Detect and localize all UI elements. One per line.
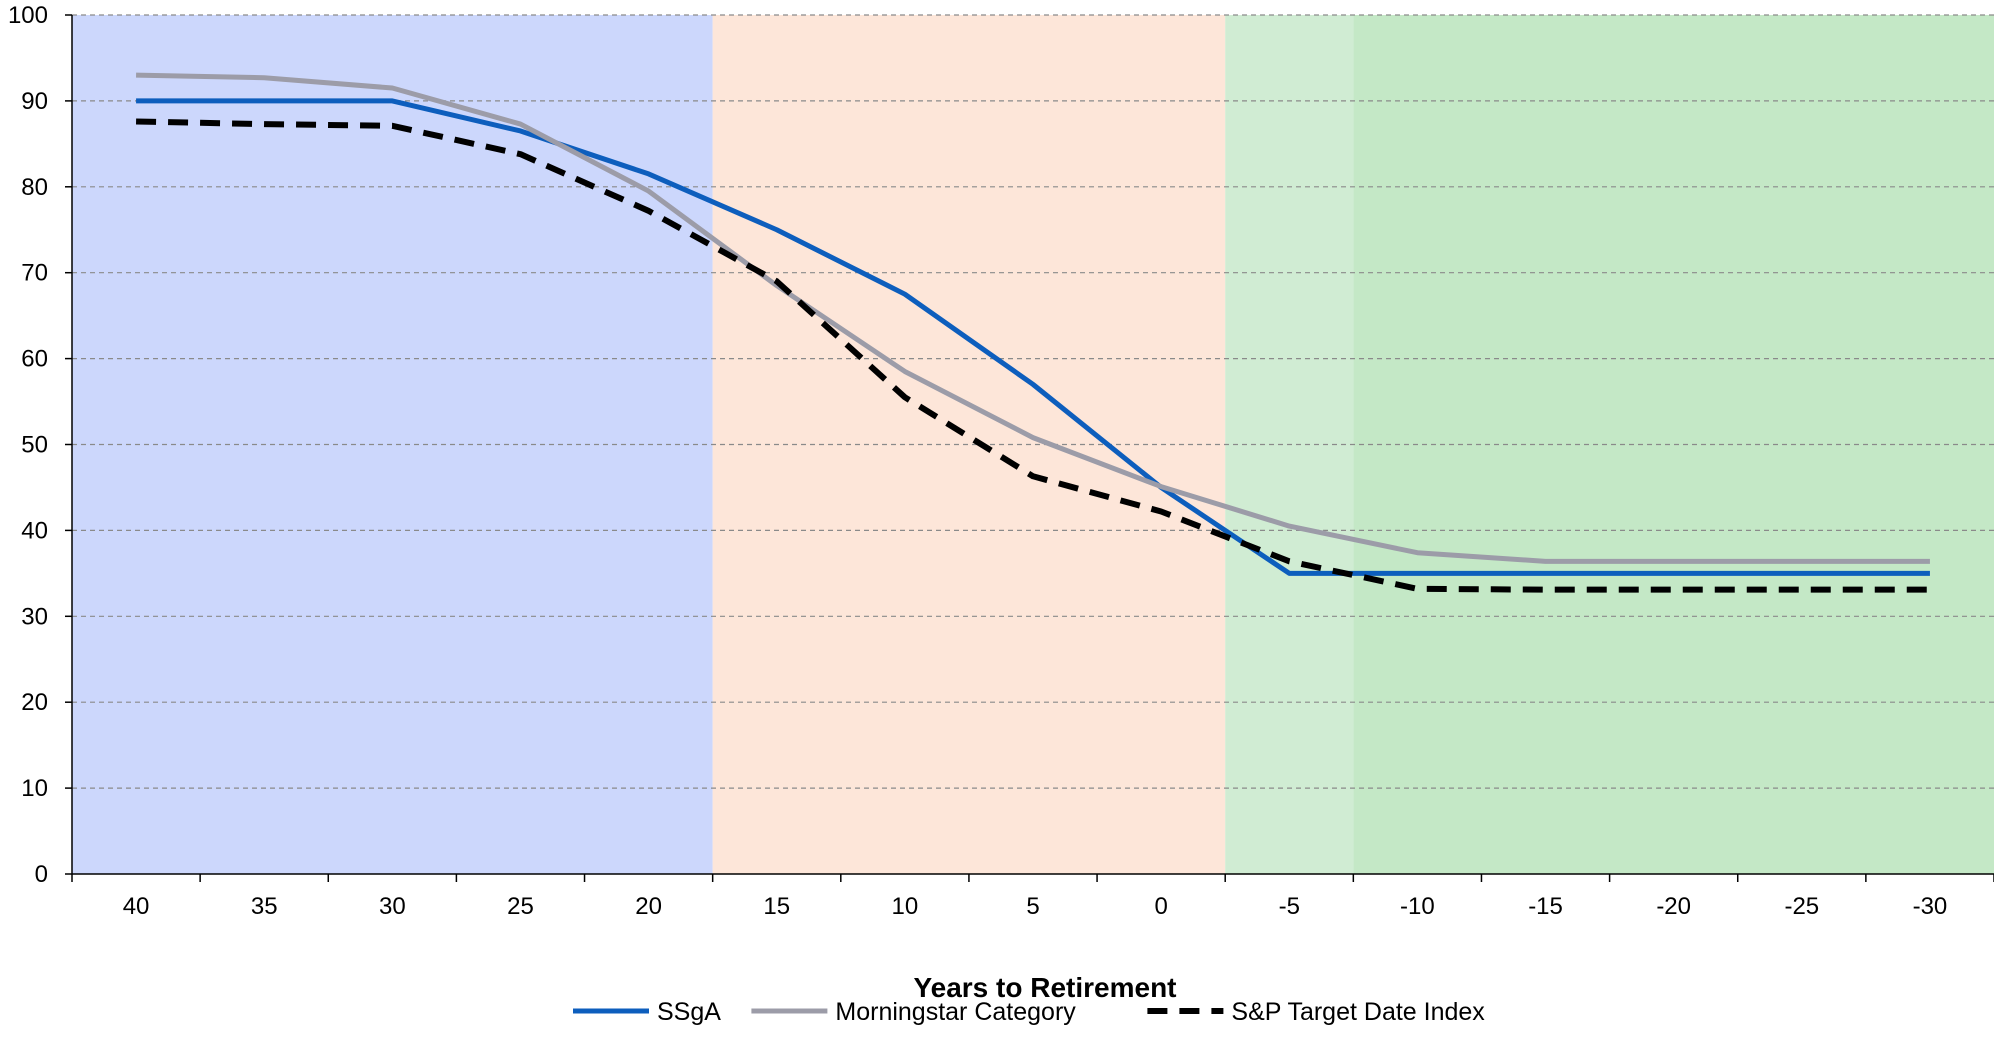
x-tick-label: -30 bbox=[1913, 893, 1948, 920]
y-tick-label: 0 bbox=[35, 861, 48, 888]
legend-label: S&P Target Date Index bbox=[1231, 998, 1485, 1026]
x-tick-label: 35 bbox=[251, 893, 278, 920]
x-tick-label: 30 bbox=[379, 893, 406, 920]
y-tick-label: 10 bbox=[21, 775, 48, 802]
x-tick-label: 5 bbox=[1026, 893, 1039, 920]
x-tick-label: 15 bbox=[763, 893, 790, 920]
y-tick-label: 70 bbox=[21, 260, 48, 287]
y-tick-label: 50 bbox=[21, 432, 48, 459]
x-tick-label: -15 bbox=[1528, 893, 1563, 920]
y-tick-label: 60 bbox=[21, 346, 48, 373]
y-tick-label: 100 bbox=[8, 2, 48, 29]
y-tick-label: 80 bbox=[21, 174, 48, 201]
series-lines bbox=[136, 72, 1930, 593]
legend: SSgA Morningstar Category S&P Target Date … bbox=[573, 998, 1485, 1026]
legend-label: SSgA bbox=[657, 998, 721, 1026]
y-tick-label: 40 bbox=[21, 517, 48, 544]
y-tick-label: 20 bbox=[21, 689, 48, 716]
x-tick-label: -20 bbox=[1656, 893, 1691, 920]
y-tick-label: 90 bbox=[21, 88, 48, 115]
x-tick-label: 40 bbox=[123, 893, 150, 920]
series-line bbox=[136, 72, 1930, 564]
y-tick-label: 30 bbox=[21, 603, 48, 630]
x-tick-label: 0 bbox=[1154, 893, 1167, 920]
background-band bbox=[712, 15, 1226, 874]
series-line bbox=[136, 98, 1930, 576]
x-tick-label: 20 bbox=[635, 893, 662, 920]
x-tick-label: -25 bbox=[1784, 893, 1819, 920]
x-tick-label: 10 bbox=[892, 893, 919, 920]
x-tick-label: -5 bbox=[1279, 893, 1300, 920]
x-tick-label: 25 bbox=[507, 893, 534, 920]
x-tick-label: -10 bbox=[1400, 893, 1435, 920]
x-axis-title: Years to Retirement bbox=[914, 972, 1177, 1003]
legend-label: Morningstar Category bbox=[835, 998, 1076, 1026]
series-line bbox=[136, 118, 1930, 593]
